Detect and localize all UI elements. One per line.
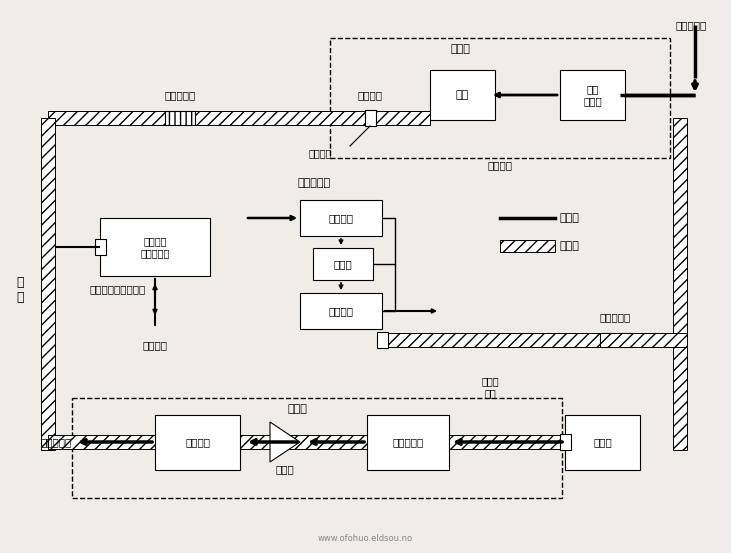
Text: 电信号: 电信号 xyxy=(560,213,580,223)
Bar xyxy=(300,293,382,329)
Text: 电信号输出: 电信号输出 xyxy=(41,437,72,447)
Bar xyxy=(41,118,55,450)
Text: 光发送机: 光发送机 xyxy=(357,90,382,100)
Bar xyxy=(365,110,376,126)
Bar xyxy=(600,333,687,347)
Bar xyxy=(48,111,430,125)
Text: 发送端: 发送端 xyxy=(450,44,470,54)
Text: www.ofohuo.eldsou.no: www.ofohuo.eldsou.no xyxy=(317,534,412,543)
Bar xyxy=(313,248,373,280)
Bar xyxy=(165,111,195,125)
Bar xyxy=(48,435,565,449)
Bar xyxy=(560,70,625,120)
Text: 光耦合分波器合波器: 光耦合分波器合波器 xyxy=(90,284,146,294)
Bar xyxy=(673,118,687,450)
Bar xyxy=(600,333,630,347)
Text: 光调制器: 光调制器 xyxy=(328,306,354,316)
Polygon shape xyxy=(270,422,300,462)
Text: 光纤连接盒: 光纤连接盒 xyxy=(164,90,196,100)
Text: 监控设备: 监控设备 xyxy=(143,340,167,350)
Bar xyxy=(100,218,210,276)
Text: 光连接器: 光连接器 xyxy=(308,148,332,158)
Bar xyxy=(94,239,105,255)
Text: 再生中继器: 再生中继器 xyxy=(298,178,331,188)
Text: 光信号: 光信号 xyxy=(560,241,580,251)
Text: 电源
驱动器: 电源 驱动器 xyxy=(583,84,602,106)
Text: 光源: 光源 xyxy=(456,90,469,100)
Bar xyxy=(300,200,382,236)
Bar xyxy=(155,415,240,470)
Text: 光耦合分
波器合波器: 光耦合分 波器合波器 xyxy=(140,236,170,258)
Bar xyxy=(430,70,495,120)
Bar xyxy=(382,333,600,347)
Text: 光检波器: 光检波器 xyxy=(328,213,354,223)
Bar xyxy=(367,415,449,470)
Bar xyxy=(72,398,562,498)
Text: 光发送机: 光发送机 xyxy=(488,160,512,170)
Bar xyxy=(376,332,387,348)
Text: 光纤连接盒: 光纤连接盒 xyxy=(599,312,631,322)
Bar xyxy=(330,38,670,158)
Text: 光电检波器: 光电检波器 xyxy=(393,437,424,447)
Text: 光信号
检测: 光信号 检测 xyxy=(481,377,499,398)
Text: 接收端: 接收端 xyxy=(287,404,307,414)
Text: 器大放: 器大放 xyxy=(276,464,295,474)
Text: 电信号输入: 电信号输入 xyxy=(676,20,708,30)
Bar xyxy=(559,434,570,450)
Text: 光大放: 光大放 xyxy=(593,437,612,447)
Bar xyxy=(500,240,555,252)
Text: 光
纤: 光 纤 xyxy=(16,276,23,304)
Text: 电再生: 电再生 xyxy=(333,259,352,269)
Bar xyxy=(565,415,640,470)
Text: 信号处理: 信号处理 xyxy=(185,437,210,447)
